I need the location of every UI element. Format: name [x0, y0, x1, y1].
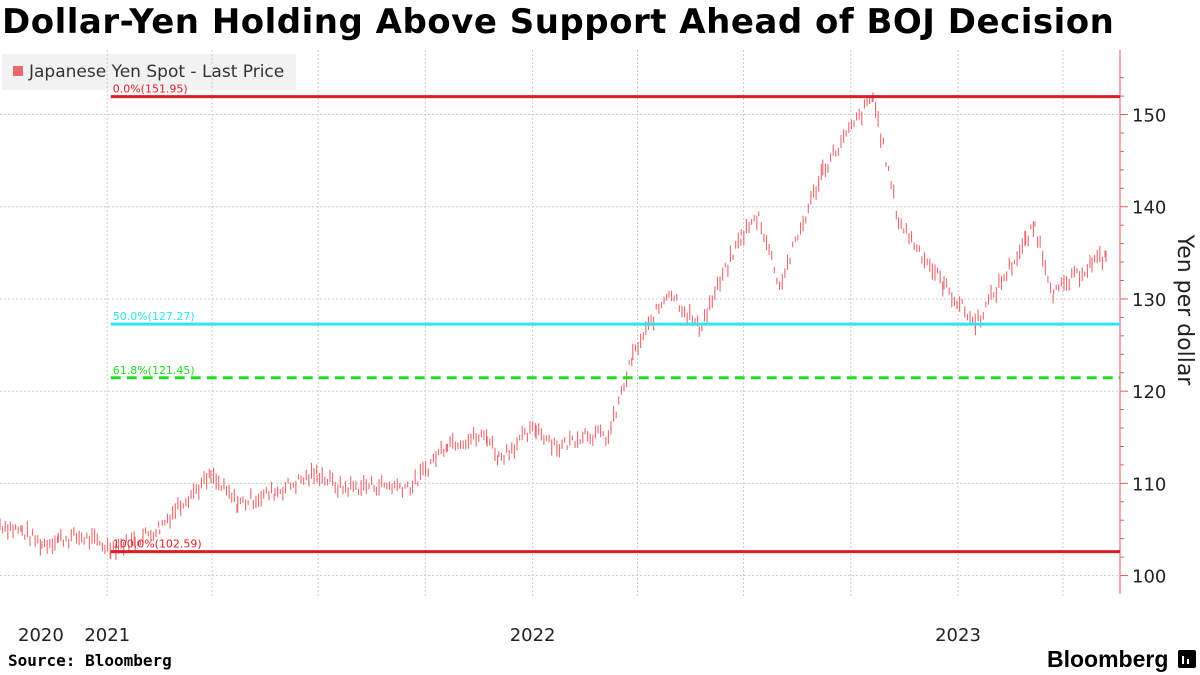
- fib-level-label: 61.8%(121.45): [113, 364, 195, 377]
- y-tick-label: 130: [1132, 290, 1166, 311]
- y-tick-label: 100: [1132, 567, 1166, 588]
- fib-level-label: 50.0%(127.27): [113, 310, 195, 323]
- bar-chart-icon: [1178, 650, 1196, 668]
- x-tick-label: 2023: [935, 625, 981, 646]
- legend-swatch: [13, 66, 23, 76]
- source-note: Source: Bloomberg: [8, 651, 172, 670]
- y-axis-label: Yen per dollar: [1172, 234, 1197, 387]
- brand-logo: Bloomberg: [1047, 646, 1169, 672]
- fib-level-label: 100.0%(102.59): [113, 538, 202, 551]
- x-tick-label: 2020: [18, 625, 64, 646]
- chart-title: Dollar-Yen Holding Above Support Ahead o…: [2, 2, 1115, 42]
- x-tick-label: 2021: [84, 625, 130, 646]
- y-tick-label: 110: [1132, 474, 1166, 495]
- legend: Japanese Yen Spot - Last Price: [2, 54, 296, 90]
- y-tick-label: 150: [1132, 106, 1166, 127]
- legend-label: Japanese Yen Spot - Last Price: [29, 62, 285, 82]
- fib-level-label: 0.0%(151.95): [113, 83, 188, 96]
- y-tick-label: 120: [1132, 382, 1166, 403]
- y-tick-label: 140: [1132, 198, 1166, 219]
- x-tick-label: 2022: [510, 625, 556, 646]
